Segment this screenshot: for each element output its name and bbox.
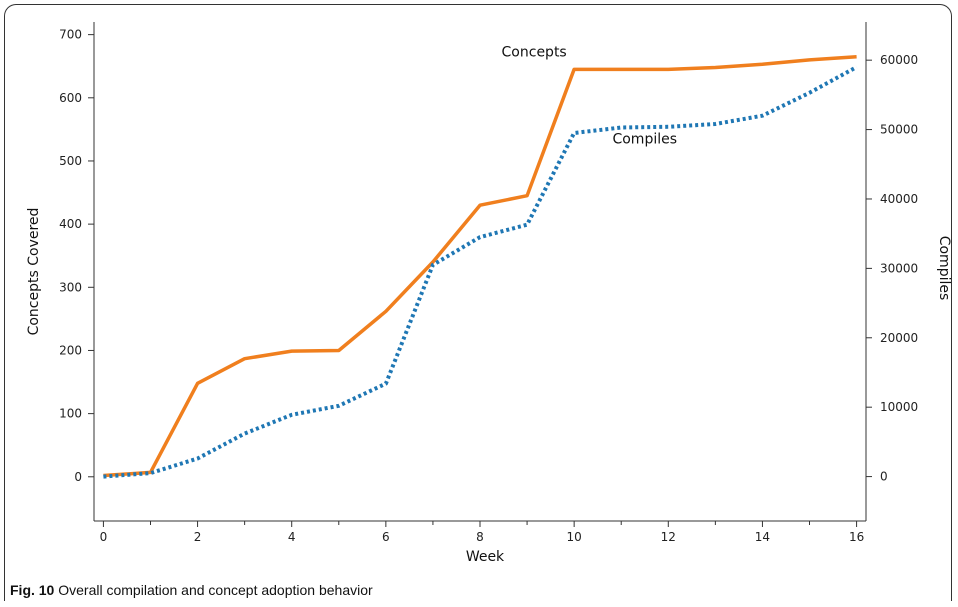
- y-tick-label-right: 60000: [880, 53, 918, 67]
- caption-text: Overall compilation and concept adoption…: [54, 582, 373, 598]
- y-tick-label-left: 0: [74, 470, 82, 484]
- caption-label: Fig. 10: [10, 582, 55, 598]
- y-tick-label-right: 10000: [880, 400, 918, 414]
- x-tick-label: 4: [288, 530, 296, 544]
- y-tick-label-left: 600: [59, 91, 82, 105]
- chart-labels: 0 2 4 6 8 10 12 14 16 0 100 200 300 400 500 600 700 0 1000…: [26, 28, 952, 565]
- x-tick-label: 6: [382, 530, 390, 544]
- y-tick-label-left: 700: [59, 28, 82, 42]
- x-tick-label: 0: [100, 530, 108, 544]
- y-tick-label-right: 50000: [880, 123, 918, 137]
- y-tick-label-right: 30000: [880, 261, 918, 275]
- x-tick-label: 16: [849, 530, 864, 544]
- y-tick-label-left: 400: [59, 217, 82, 231]
- x-tick-label: 2: [194, 530, 202, 544]
- y-axis-title-left: Concepts Covered: [26, 208, 42, 336]
- x-axis-title: Week: [466, 549, 505, 565]
- series-line-compiles: [103, 65, 858, 479]
- y-tick-label-right: 0: [880, 470, 888, 484]
- y-tick-label-right: 20000: [880, 331, 918, 345]
- series-label-compiles: Compiles: [612, 131, 677, 147]
- y-axis-title-right: Compiles: [936, 236, 952, 301]
- x-tick-label: 12: [661, 530, 676, 544]
- x-tick-label: 8: [476, 530, 484, 544]
- figure-frame: [4, 4, 952, 601]
- y-tick-label-left: 300: [59, 280, 82, 294]
- y-tick-label-left: 100: [59, 407, 82, 421]
- chart-axes: [88, 22, 872, 527]
- y-tick-label-right: 40000: [880, 192, 918, 206]
- y-tick-label-left: 500: [59, 154, 82, 168]
- x-tick-label: 14: [755, 530, 770, 544]
- figure-caption: Fig. 10 Overall compilation and concept …: [10, 582, 373, 598]
- chart: 0 2 4 6 8 10 12 14 16 0 100 200 300 400 500 600 700 0 1000…: [26, 22, 952, 565]
- series-line-concepts: [103, 54, 857, 478]
- chart-lines: [103, 54, 858, 479]
- series-label-concepts: Concepts: [502, 45, 567, 61]
- x-tick-label: 10: [567, 530, 582, 544]
- y-tick-label-left: 200: [59, 343, 82, 357]
